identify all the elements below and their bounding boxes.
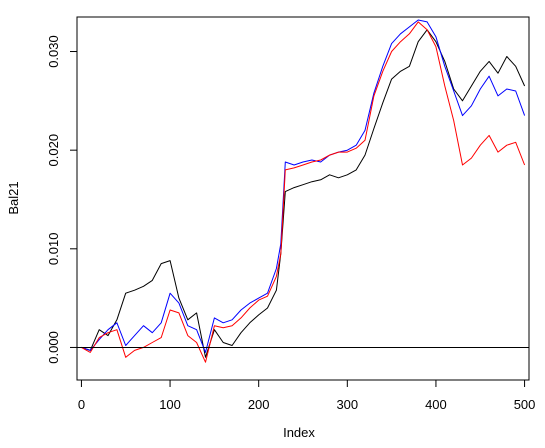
x-tick-label: 0 bbox=[78, 397, 85, 412]
y-axis-title: Bal21 bbox=[6, 181, 21, 214]
x-tick-label: 500 bbox=[514, 397, 536, 412]
x-tick-label: 100 bbox=[159, 397, 181, 412]
x-tick-label: 400 bbox=[425, 397, 447, 412]
y-tick-label: 0.010 bbox=[46, 233, 61, 266]
y-tick-label: 0.020 bbox=[46, 134, 61, 167]
x-tick-label: 200 bbox=[248, 397, 270, 412]
y-axis: 0.000 0.010 0.020 0.030 bbox=[46, 35, 78, 364]
x-axis-title: Index bbox=[283, 425, 315, 440]
series-line-3 bbox=[81, 21, 526, 363]
series-line-2 bbox=[81, 19, 526, 353]
series-line-1 bbox=[81, 29, 526, 358]
y-tick-label: 0.000 bbox=[46, 331, 61, 364]
x-axis: 0 100 200 300 400 500 bbox=[78, 379, 536, 412]
x-tick-label: 300 bbox=[336, 397, 358, 412]
series-layer bbox=[81, 19, 526, 363]
y-tick-label: 0.030 bbox=[46, 35, 61, 68]
